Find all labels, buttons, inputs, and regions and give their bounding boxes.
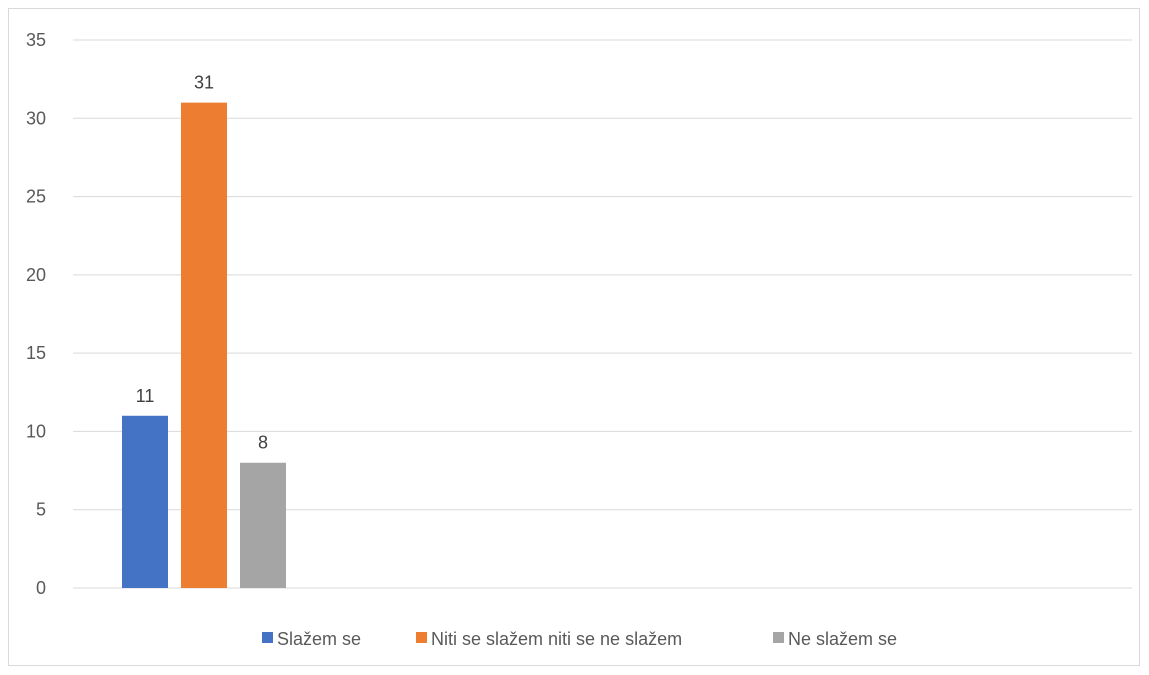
legend-swatch <box>416 632 427 643</box>
y-tick-label: 35 <box>26 30 46 50</box>
y-tick-label: 15 <box>26 343 46 363</box>
data-label: 11 <box>136 386 155 406</box>
legend: Slažem se Niti se slažem niti se ne slaže… <box>262 629 897 649</box>
bar-3 <box>240 462 286 588</box>
legend-label: Niti se slažem niti se ne slažem <box>431 629 682 649</box>
bar-2 <box>181 102 227 588</box>
bar-1 <box>122 415 168 588</box>
y-tick-label: 5 <box>36 500 46 520</box>
bars <box>122 102 286 588</box>
y-tick-label: 25 <box>26 187 46 207</box>
y-tick-label: 20 <box>26 265 46 285</box>
data-label: 8 <box>258 433 268 453</box>
gridlines <box>73 39 1132 589</box>
legend-label: Ne slažem se <box>788 629 897 649</box>
legend-swatch <box>262 632 273 643</box>
y-tick-label: 10 <box>26 421 46 441</box>
y-tick-label: 0 <box>36 578 46 598</box>
data-label: 31 <box>194 73 214 93</box>
y-tick-label: 30 <box>26 108 46 128</box>
legend-swatch <box>773 632 784 643</box>
data-labels: 11 31 8 <box>136 73 268 453</box>
y-axis-tick-labels: 0 5 10 15 20 25 30 35 <box>26 30 46 598</box>
legend-label: Slažem se <box>277 629 361 649</box>
